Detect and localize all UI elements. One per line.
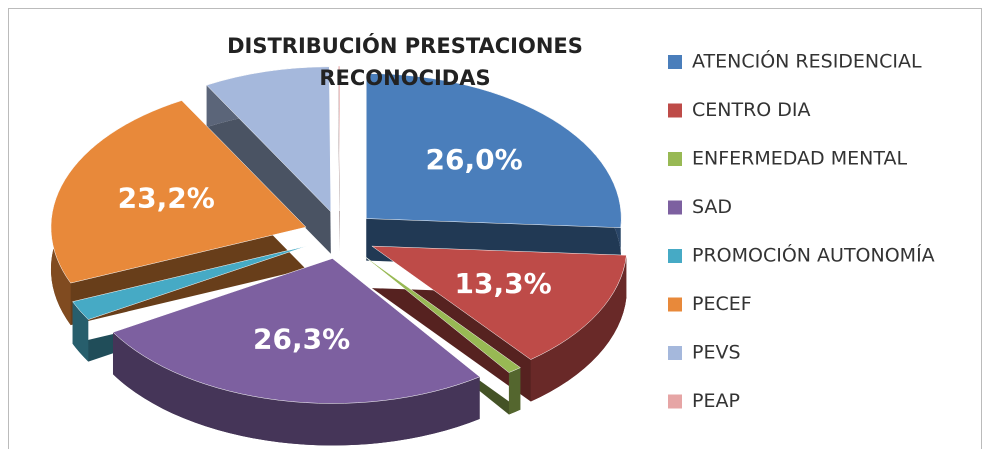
legend-swatch: [668, 55, 682, 69]
legend-label: PECEF: [692, 293, 752, 315]
value-label: 13,3%: [454, 267, 551, 300]
slice: [365, 73, 622, 228]
legend-swatch: [668, 297, 682, 312]
legend-swatch: [668, 394, 682, 409]
value-label: 26,0%: [425, 143, 522, 176]
value-label: 26,3%: [253, 323, 350, 356]
legend-label: ATENCIÓN RESIDENCIAL: [692, 49, 922, 73]
legend-label: PROMOCIÓN AUTONOMÍA: [692, 243, 935, 267]
slice: [112, 258, 481, 404]
legend-label: CENTRO DIA: [692, 99, 811, 121]
legend-swatch: [668, 346, 682, 360]
legend-swatch: [668, 152, 682, 166]
legend-label: SAD: [692, 196, 732, 218]
slice: [361, 253, 521, 373]
legend-swatch: [668, 249, 682, 263]
legend-label: ENFERMEDAD MENTAL: [692, 148, 907, 170]
frame: [8, 8, 982, 449]
value-label: 23,2%: [118, 182, 215, 215]
chart-title: DISTRIBUCIÓN PRESTACIONES RECONOCIDAS: [227, 34, 583, 90]
slice-side: [112, 332, 480, 446]
slice: [338, 65, 341, 212]
legend-swatch: [668, 200, 682, 215]
slice: [371, 245, 627, 360]
slice: [206, 66, 332, 213]
slice-side: [508, 367, 521, 415]
slice: [50, 100, 307, 284]
legend-swatch: [668, 103, 682, 118]
legend-label: PEAP: [692, 390, 740, 412]
slice-side: [530, 255, 627, 402]
slice: [72, 245, 308, 320]
legend-label: PEVS: [692, 342, 741, 364]
slice-side: [72, 301, 89, 362]
